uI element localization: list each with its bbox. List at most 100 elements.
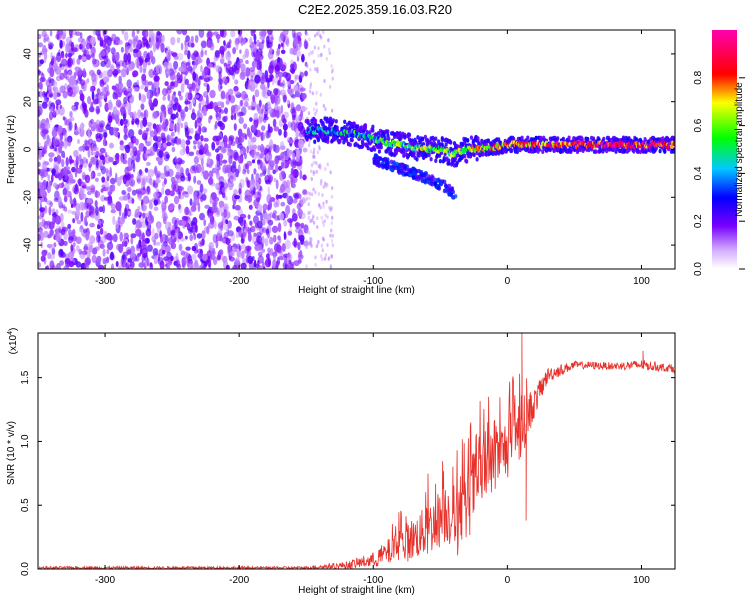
noise-blob xyxy=(184,206,190,216)
noise-blob xyxy=(165,221,172,231)
noise-blob xyxy=(171,146,176,153)
noise-blob xyxy=(285,38,290,47)
noise-blob xyxy=(300,105,306,113)
noise-blob xyxy=(130,236,134,245)
noise-blob xyxy=(55,99,62,106)
noise-blob xyxy=(108,115,113,123)
noise-blob xyxy=(307,202,310,207)
noise-blob xyxy=(260,212,263,222)
noise-blob xyxy=(253,33,257,42)
noise-blob xyxy=(165,154,170,159)
noise-blob xyxy=(305,245,308,250)
signal-branch-blob xyxy=(442,179,447,184)
snr-y-tick-label: 1.0 xyxy=(20,434,31,448)
noise-blob xyxy=(49,201,53,208)
noise-blob xyxy=(197,77,201,87)
noise-blob xyxy=(212,234,218,244)
noise-blob xyxy=(312,172,315,177)
noise-blob xyxy=(312,214,315,219)
noise-blob xyxy=(235,105,241,111)
noise-blob xyxy=(209,31,214,37)
noise-blob xyxy=(214,120,218,129)
signal-branch-blob xyxy=(408,169,413,174)
noise-blob xyxy=(309,242,313,247)
noise-blob xyxy=(238,182,243,192)
signal-halo xyxy=(394,150,398,156)
noise-blob xyxy=(269,144,273,152)
colorbar-swatch xyxy=(712,205,737,208)
noise-blob xyxy=(38,221,43,229)
noise-blob xyxy=(137,109,142,119)
noise-blob xyxy=(293,260,300,267)
noise-blob xyxy=(250,30,255,37)
colorbar-swatch xyxy=(712,159,737,163)
noise-blob xyxy=(331,186,334,191)
noise-blob xyxy=(295,227,302,234)
noise-blob xyxy=(324,184,327,189)
noise-blob xyxy=(145,43,150,49)
noise-blob xyxy=(95,123,100,133)
signal-halo xyxy=(421,136,425,141)
colorbar-swatch xyxy=(712,45,737,49)
noise-blob xyxy=(271,77,275,86)
noise-blob xyxy=(180,175,186,182)
noise-blob xyxy=(234,195,240,200)
noise-blob xyxy=(181,30,188,36)
noise-blob xyxy=(118,243,124,254)
noise-blob xyxy=(261,235,265,245)
noise-blob xyxy=(69,75,76,86)
signal-halo xyxy=(373,147,377,152)
noise-blob xyxy=(87,190,92,196)
noise-blob xyxy=(82,49,90,56)
noise-blob xyxy=(298,139,305,149)
noise-blob xyxy=(109,166,112,177)
noise-blob xyxy=(223,141,228,148)
noise-blob xyxy=(160,104,166,112)
noise-blob xyxy=(272,210,278,215)
noise-blob xyxy=(73,242,76,247)
noise-blob xyxy=(309,82,313,87)
noise-blob xyxy=(261,104,266,112)
noise-blob xyxy=(265,229,268,236)
noise-blob xyxy=(189,86,192,94)
noise-blob xyxy=(265,179,271,185)
noise-blob xyxy=(288,173,295,180)
noise-blob xyxy=(129,178,136,187)
noise-blob xyxy=(109,126,115,136)
noise-blob xyxy=(55,108,60,115)
noise-blob xyxy=(92,58,97,65)
noise-blob xyxy=(200,171,204,177)
colorbar-swatch xyxy=(712,187,737,190)
noise-blob xyxy=(199,212,205,221)
noise-blob xyxy=(192,217,198,226)
noise-blob xyxy=(64,132,68,141)
noise-blob xyxy=(141,221,147,228)
noise-blob xyxy=(72,218,76,224)
noise-blob xyxy=(48,82,53,92)
noise-blob xyxy=(317,53,320,58)
noise-blob xyxy=(124,166,130,176)
noise-blob xyxy=(310,177,313,181)
noise-blob xyxy=(326,243,329,247)
noise-blob xyxy=(330,228,333,233)
signal-halo xyxy=(663,148,667,154)
noise-blob xyxy=(249,117,253,122)
noise-blob xyxy=(40,255,46,262)
noise-blob xyxy=(113,39,116,45)
noise-blob xyxy=(282,30,289,36)
noise-blob xyxy=(189,198,193,206)
noise-blob xyxy=(296,31,302,38)
noise-blob xyxy=(39,229,43,236)
noise-blob xyxy=(184,49,189,56)
colorbar-tick-label: 0.4 xyxy=(693,166,704,180)
colorbar-swatch xyxy=(712,153,737,157)
noise-blob xyxy=(121,254,126,260)
noise-blob xyxy=(164,234,169,244)
signal-halo xyxy=(437,153,442,158)
colorbar-swatch xyxy=(712,215,737,218)
noise-blob xyxy=(184,78,189,85)
noise-blob xyxy=(84,140,91,150)
noise-blob xyxy=(182,190,185,196)
noise-blob xyxy=(99,147,106,154)
